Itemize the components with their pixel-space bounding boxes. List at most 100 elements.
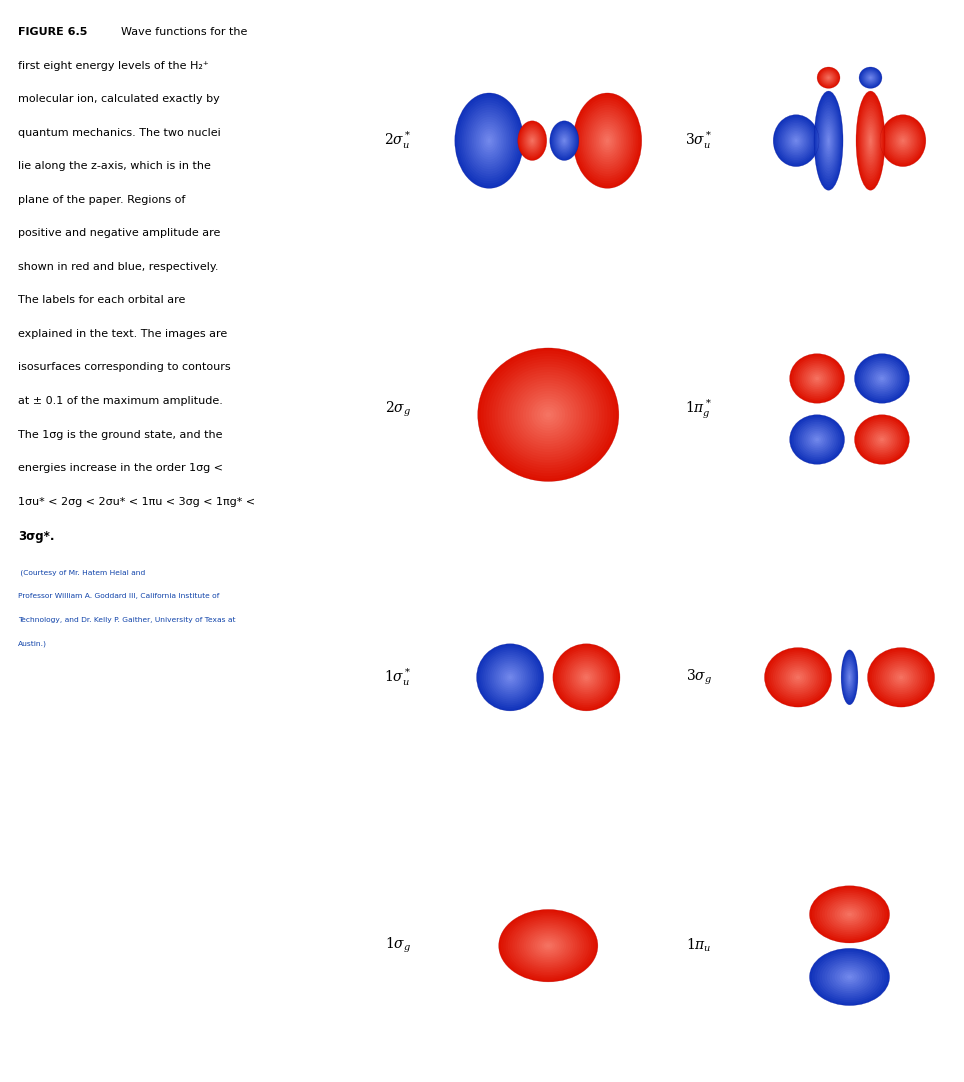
- Text: plane of the paper. Regions of: plane of the paper. Regions of: [18, 195, 185, 204]
- Ellipse shape: [856, 91, 885, 190]
- Ellipse shape: [827, 961, 872, 993]
- Ellipse shape: [796, 675, 800, 679]
- Ellipse shape: [494, 660, 527, 695]
- Ellipse shape: [522, 926, 576, 965]
- Ellipse shape: [807, 431, 827, 448]
- Ellipse shape: [788, 668, 809, 687]
- Ellipse shape: [462, 103, 517, 179]
- Ellipse shape: [478, 646, 542, 709]
- Ellipse shape: [896, 133, 910, 148]
- Ellipse shape: [874, 371, 890, 385]
- Ellipse shape: [556, 130, 573, 151]
- Ellipse shape: [803, 427, 831, 452]
- Ellipse shape: [811, 434, 823, 445]
- Ellipse shape: [601, 131, 614, 150]
- Ellipse shape: [865, 423, 899, 456]
- Ellipse shape: [455, 93, 523, 188]
- Ellipse shape: [843, 655, 857, 700]
- Ellipse shape: [523, 927, 573, 964]
- Ellipse shape: [517, 923, 579, 968]
- Ellipse shape: [823, 72, 834, 83]
- Ellipse shape: [867, 127, 874, 155]
- Ellipse shape: [863, 114, 878, 168]
- Ellipse shape: [492, 659, 529, 696]
- Ellipse shape: [865, 121, 876, 160]
- Ellipse shape: [883, 118, 923, 163]
- Ellipse shape: [583, 107, 631, 174]
- Ellipse shape: [876, 373, 888, 384]
- Ellipse shape: [539, 939, 557, 952]
- Ellipse shape: [809, 433, 825, 447]
- Ellipse shape: [826, 132, 831, 149]
- Ellipse shape: [893, 670, 909, 685]
- Ellipse shape: [797, 422, 837, 458]
- Text: molecular ion, calculated exactly by: molecular ion, calculated exactly by: [18, 94, 220, 104]
- Ellipse shape: [795, 420, 839, 459]
- Ellipse shape: [515, 383, 582, 447]
- Ellipse shape: [575, 95, 640, 186]
- Ellipse shape: [779, 121, 814, 160]
- Ellipse shape: [786, 667, 811, 688]
- Ellipse shape: [576, 667, 598, 688]
- Ellipse shape: [886, 121, 920, 160]
- Ellipse shape: [815, 94, 843, 187]
- Text: 3σg*.: 3σg*.: [18, 530, 55, 543]
- Ellipse shape: [508, 916, 589, 975]
- Ellipse shape: [817, 102, 840, 180]
- Ellipse shape: [552, 644, 620, 711]
- Ellipse shape: [579, 670, 594, 685]
- Ellipse shape: [884, 662, 918, 692]
- Ellipse shape: [786, 130, 806, 151]
- Ellipse shape: [801, 365, 833, 393]
- Ellipse shape: [857, 94, 884, 187]
- Ellipse shape: [810, 948, 890, 1005]
- Text: $3\sigma_g$: $3\sigma_g$: [685, 668, 712, 687]
- Ellipse shape: [602, 133, 612, 148]
- Ellipse shape: [819, 893, 879, 936]
- Ellipse shape: [530, 933, 566, 959]
- Ellipse shape: [519, 122, 546, 159]
- Ellipse shape: [484, 133, 495, 148]
- Ellipse shape: [768, 651, 827, 703]
- Ellipse shape: [842, 909, 857, 920]
- Ellipse shape: [515, 921, 582, 971]
- Ellipse shape: [476, 644, 544, 711]
- Ellipse shape: [783, 127, 809, 155]
- Ellipse shape: [882, 661, 920, 694]
- Ellipse shape: [497, 367, 599, 463]
- Ellipse shape: [553, 126, 576, 156]
- Ellipse shape: [778, 120, 815, 161]
- Ellipse shape: [886, 664, 916, 690]
- Ellipse shape: [560, 651, 612, 703]
- Text: $2\sigma_u^*$: $2\sigma_u^*$: [384, 130, 412, 151]
- Ellipse shape: [865, 72, 876, 83]
- Ellipse shape: [867, 365, 897, 393]
- Ellipse shape: [584, 675, 588, 679]
- Text: explained in the text. The images are: explained in the text. The images are: [18, 329, 228, 339]
- Ellipse shape: [892, 128, 915, 154]
- Ellipse shape: [475, 121, 503, 160]
- Ellipse shape: [845, 663, 854, 691]
- Ellipse shape: [854, 354, 909, 404]
- Ellipse shape: [572, 662, 602, 692]
- Ellipse shape: [788, 131, 805, 150]
- Ellipse shape: [587, 113, 628, 169]
- Ellipse shape: [868, 647, 935, 708]
- Ellipse shape: [484, 651, 536, 703]
- Ellipse shape: [505, 914, 591, 977]
- Text: Technology, and Dr. Kelly P. Gaither, University of Texas at: Technology, and Dr. Kelly P. Gaither, Un…: [18, 617, 235, 623]
- Ellipse shape: [562, 654, 610, 701]
- Ellipse shape: [881, 117, 924, 164]
- Ellipse shape: [534, 401, 562, 428]
- Ellipse shape: [869, 132, 873, 149]
- Ellipse shape: [764, 647, 832, 708]
- Ellipse shape: [460, 101, 519, 181]
- Ellipse shape: [555, 128, 574, 154]
- Ellipse shape: [503, 372, 594, 458]
- Ellipse shape: [791, 356, 843, 401]
- Ellipse shape: [560, 135, 569, 146]
- Ellipse shape: [581, 105, 633, 176]
- Ellipse shape: [504, 672, 516, 683]
- Text: shown in red and blue, respectively.: shown in red and blue, respectively.: [18, 262, 219, 272]
- Ellipse shape: [558, 132, 571, 149]
